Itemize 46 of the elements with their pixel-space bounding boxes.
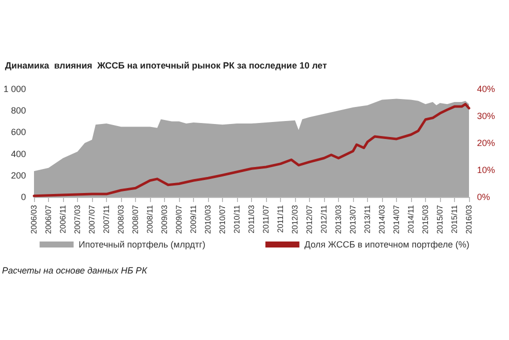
x-tick-label: 2006/07 xyxy=(44,204,53,234)
x-tick-label: 2008/07 xyxy=(131,204,140,234)
x-tick-label: 2011/11 xyxy=(276,204,285,233)
x-tick-label: 2015/03 xyxy=(421,204,430,234)
y2-tick-label: 30% xyxy=(477,111,496,121)
x-tick-label: 2013/07 xyxy=(348,204,358,234)
x-tick-label: 2014/11 xyxy=(406,204,416,234)
x-tick-label: 2015/11 xyxy=(450,204,459,234)
x-tick-label: 2008/11 xyxy=(146,204,154,234)
x-tick-label: 2007/03 xyxy=(73,204,82,234)
x-tick-label: 2015/07 xyxy=(436,204,444,234)
x-tick-label: 2006/03 xyxy=(30,204,38,234)
x-tick-label: 2009/11 xyxy=(189,204,198,234)
chart-title: Динамика влияния ЖССБ на ипотечный рынок РК за последние 10 лет xyxy=(5,60,328,70)
y2-tick-label: 0% xyxy=(477,192,490,202)
x-tick-label: 2014/07 xyxy=(392,204,401,234)
x-tick-label: 2012/03 xyxy=(290,204,300,234)
x-tick-label: 2011/07 xyxy=(262,204,270,234)
legend-label: Ипотечный портфель (млрдтг) xyxy=(78,240,206,250)
legend-label: Доля ЖССБ в ипотечном портфеле (%) xyxy=(304,240,470,250)
y2-tick-label: 40% xyxy=(477,84,496,94)
text: Расчеты на основе данных НБ РК xyxy=(2,266,148,276)
x-tick-label: 2013/11 xyxy=(363,204,372,234)
y-tick-label: 0 xyxy=(20,192,26,202)
y-tick-label: 1 000 xyxy=(3,84,26,94)
y-tick-label: 200 xyxy=(10,170,26,180)
y-tick-label: 800 xyxy=(10,106,26,116)
x-tick-label: 2010/11 xyxy=(232,204,242,234)
y2-tick-label: 20% xyxy=(477,138,496,148)
y-tick-label: 600 xyxy=(10,127,26,138)
x-tick-label: 2008/03 xyxy=(116,204,126,234)
y2-tick-label: 10% xyxy=(477,165,496,175)
x-tick-label: 2007/11 xyxy=(102,204,111,234)
x-tick-label: 2010/03 xyxy=(204,204,212,234)
x-tick-label: 2011/03 xyxy=(247,204,256,234)
x-tick-label: 2012/07 xyxy=(305,204,314,234)
x-tick-label: 2012/11 xyxy=(320,204,328,234)
x-tick-label: 2007/07 xyxy=(88,204,96,234)
x-tick-label: 2016/03 xyxy=(464,204,474,234)
x-tick-label: 2013/03 xyxy=(334,204,343,234)
x-tick-label: 2009/03 xyxy=(160,204,169,234)
x-tick-label: 2014/03 xyxy=(378,204,386,234)
y-tick-label: 400 xyxy=(10,148,26,159)
x-tick-label: 2010/07 xyxy=(218,204,227,234)
x-tick-label: 2009/07 xyxy=(174,204,184,234)
x-tick-label: 2006/11 xyxy=(58,204,68,234)
